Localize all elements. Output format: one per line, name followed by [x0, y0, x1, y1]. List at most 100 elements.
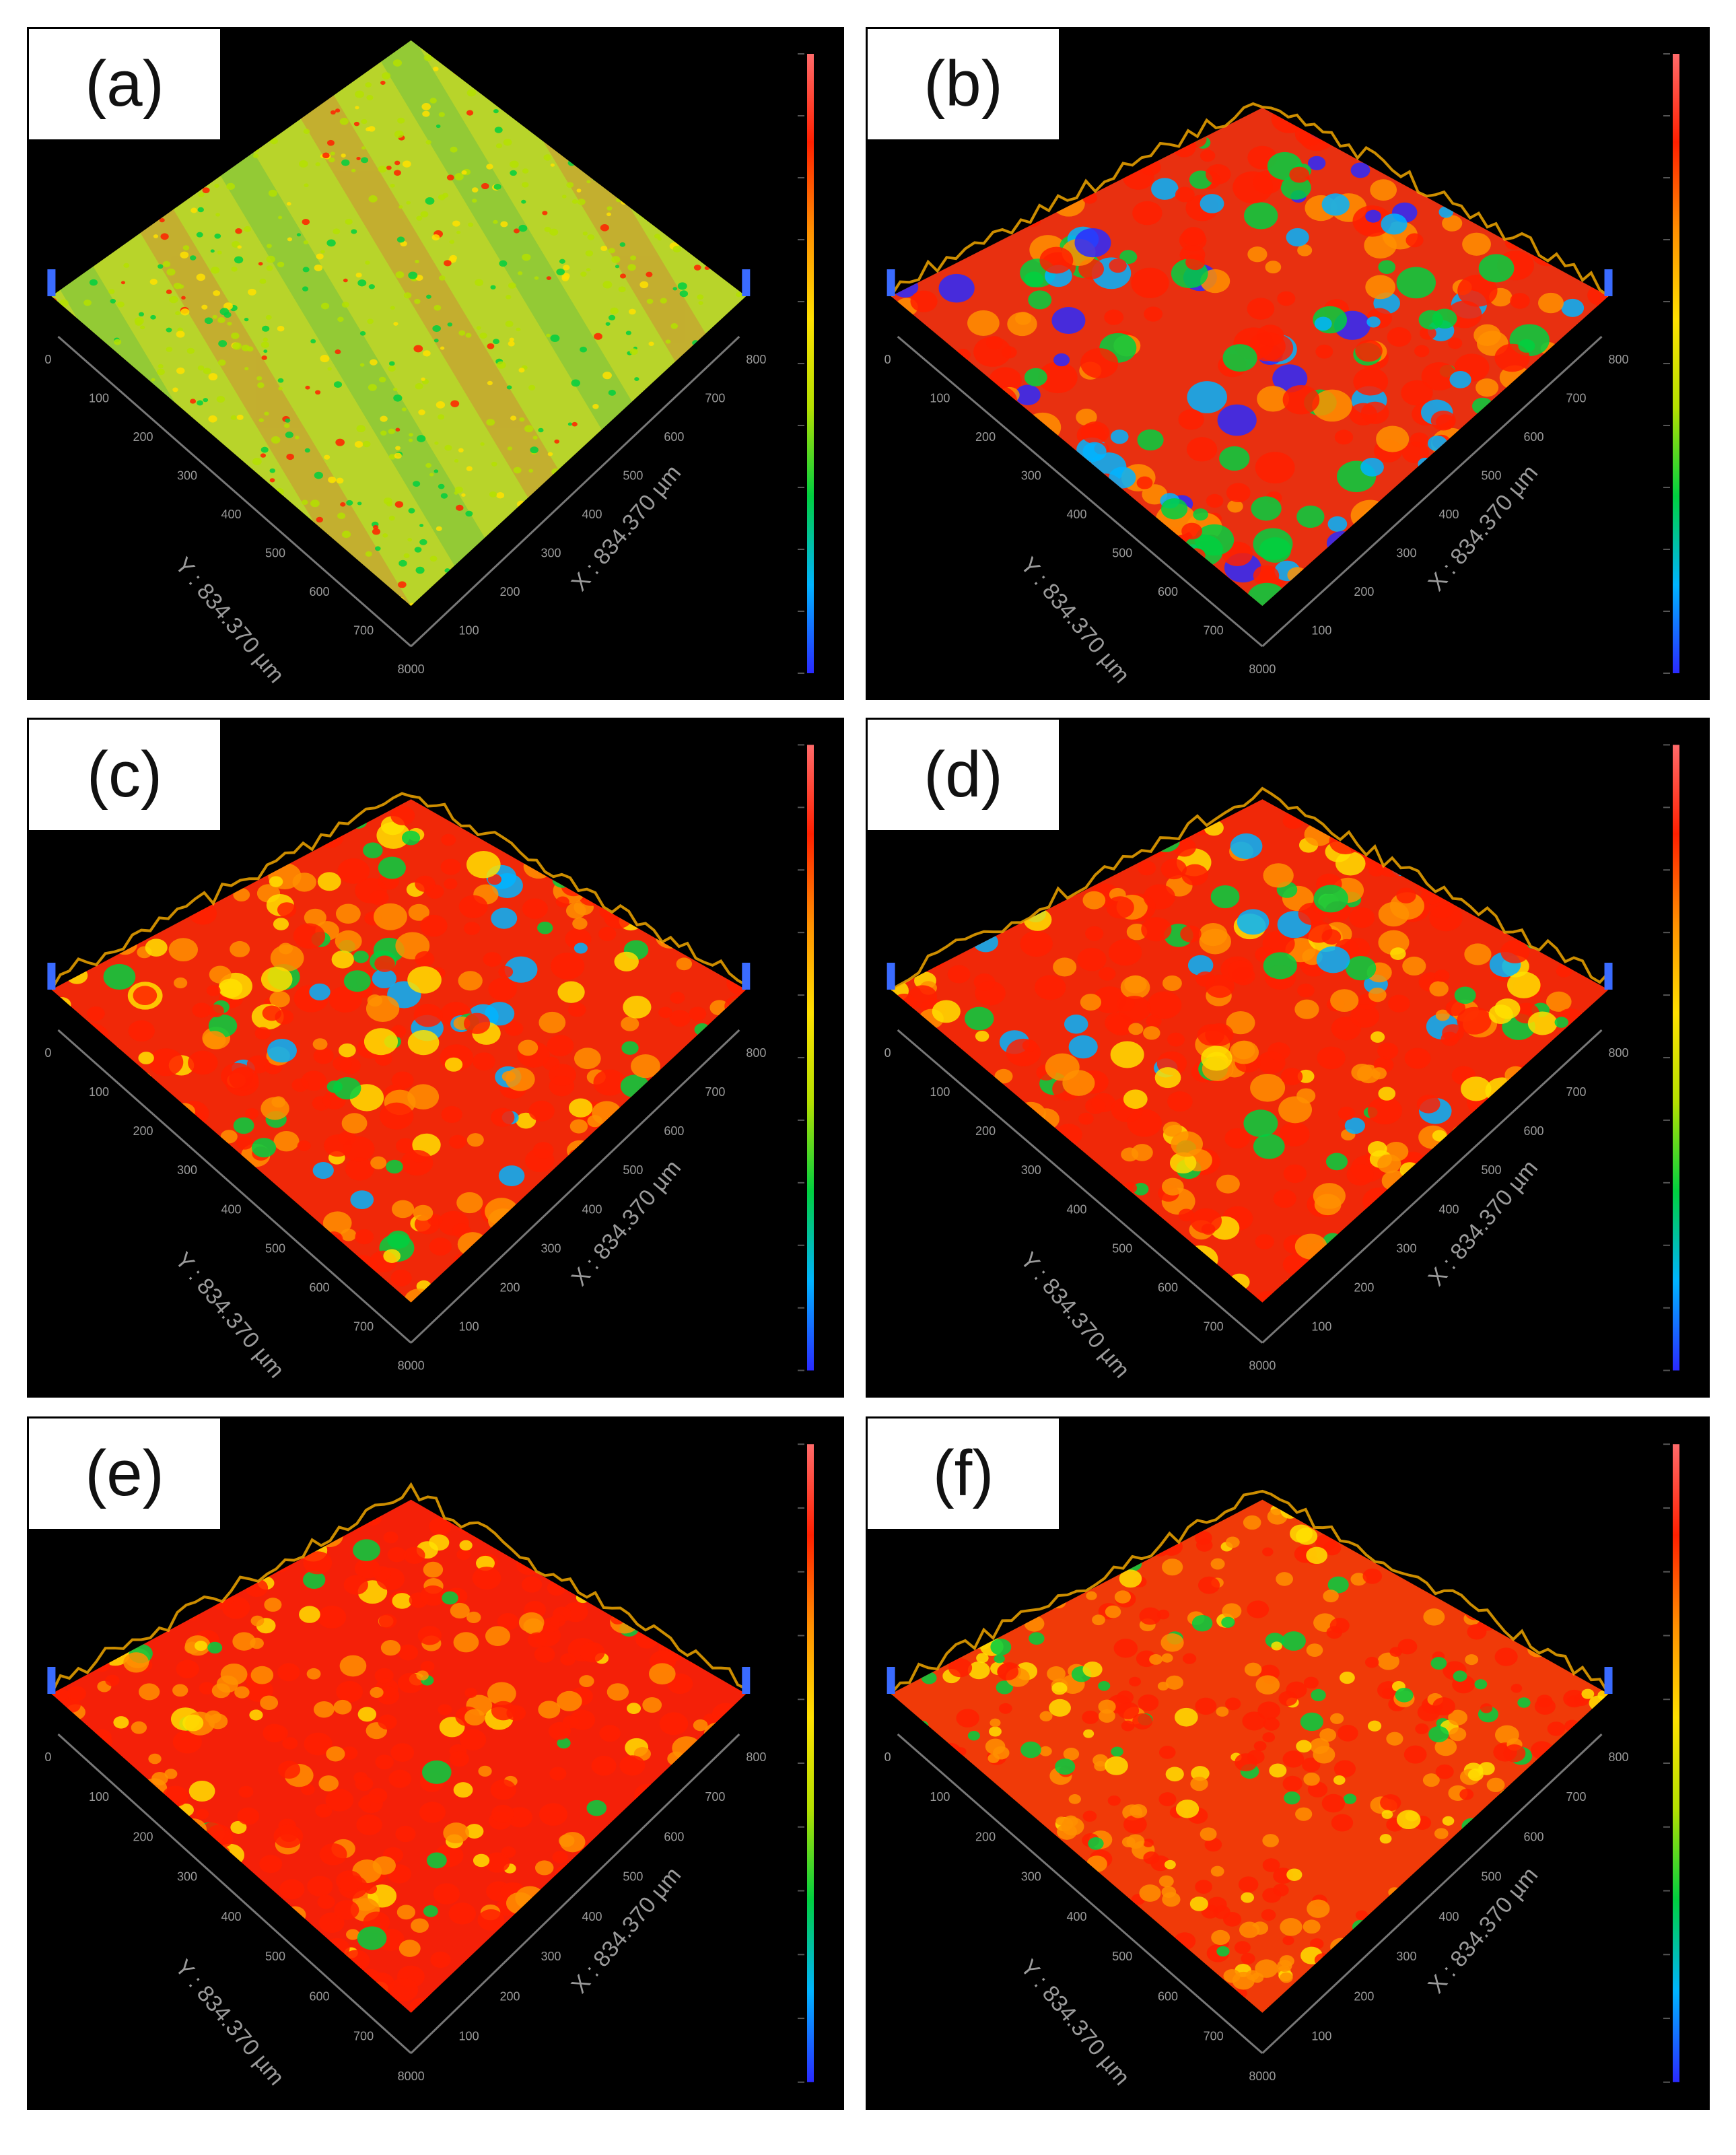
- axis-base: [57, 1733, 740, 2054]
- x-tick-label: 200: [500, 585, 520, 598]
- colour-scale-bar: [807, 1444, 814, 2082]
- surface-plot: 0 0 100 100 200 200 300 300 400 400 500 500 600 600 70…: [884, 744, 1679, 1383]
- y-tick-label: 800: [1249, 662, 1269, 676]
- y-tick-label: 300: [1021, 469, 1041, 483]
- x-tick-label: 600: [1523, 1830, 1543, 1843]
- panel-a: 0 0 100 100 200 200 300 300 400 400 500 500 600 600 70…: [27, 27, 844, 700]
- y-axis-title: Y : 834.370 µm: [170, 1247, 289, 1383]
- y-axis-title: Y : 834.370 µm: [1015, 1955, 1134, 2090]
- x-tick-label: 500: [623, 1163, 643, 1177]
- corner-post: [1604, 963, 1613, 990]
- x-tick-label: 500: [623, 1870, 643, 1884]
- x-tick-label: 700: [705, 392, 725, 405]
- surface-edge: [890, 1489, 1610, 1695]
- x-tick-label: 200: [1354, 1989, 1374, 2003]
- panel-label: (f): [866, 1416, 1061, 1531]
- x-tick-label: 300: [1396, 1950, 1416, 1963]
- x-tick-label: 0: [418, 2070, 425, 2083]
- corner-post: [742, 963, 751, 990]
- x-tick-label: 400: [1438, 1910, 1459, 1923]
- corner-post: [887, 1667, 895, 1694]
- x-tick-label: 600: [664, 1124, 684, 1138]
- y-tick-label: 100: [89, 1790, 109, 1804]
- y-tick-label: 800: [398, 1359, 418, 1373]
- y-axis-title: Y : 834.370 µm: [1015, 1247, 1134, 1383]
- x-tick-label: 100: [459, 624, 479, 638]
- x-tick-label: 400: [582, 508, 602, 521]
- y-tick-label: 600: [310, 1989, 330, 2003]
- y-tick-label: 500: [1112, 1950, 1132, 1963]
- x-tick-label: 300: [541, 1950, 561, 1963]
- surface-edge: [890, 786, 1609, 991]
- colour-scale-bar: [807, 745, 814, 1371]
- y-axis-title: Y : 834.370 µm: [170, 553, 289, 688]
- x-tick-label: 100: [459, 1320, 479, 1334]
- axis-base: [897, 1733, 1603, 2054]
- panel-label: (a): [27, 27, 222, 141]
- axis-base: [897, 335, 1603, 648]
- surface-plot: 0 0 100 100 200 200 300 300 400 400 500 500 600 600 70…: [44, 40, 814, 688]
- y-tick-label: 100: [930, 392, 950, 405]
- y-tick-label: 300: [177, 1870, 197, 1884]
- x-tick-label: 600: [1523, 1124, 1543, 1138]
- x-tick-label: 400: [582, 1202, 602, 1216]
- y-tick-label: 300: [1021, 1870, 1041, 1884]
- y-tick-label: 0: [44, 1750, 51, 1764]
- x-tick-label: 200: [500, 1989, 520, 2003]
- y-tick-label: 0: [44, 353, 51, 366]
- y-tick-label: 500: [265, 547, 285, 560]
- y-tick-label: 600: [1158, 1280, 1178, 1294]
- y-tick-label: 600: [1158, 585, 1178, 598]
- y-tick-label: 500: [265, 1241, 285, 1255]
- y-tick-label: 400: [221, 1202, 242, 1216]
- axis-base: [897, 1029, 1603, 1344]
- panel-b: 0 0 100 100 200 200 300 300 400 400 500 500 600 600 70…: [866, 27, 1710, 700]
- x-tick-label: 600: [1523, 430, 1543, 444]
- y-axis-title: Y : 834.370 µm: [170, 1955, 289, 2090]
- x-tick-label: 200: [1354, 585, 1374, 598]
- colour-scale-bar: [1673, 1444, 1679, 2082]
- x-tick-label: 800: [1609, 353, 1629, 366]
- y-tick-label: 600: [310, 1280, 330, 1294]
- colour-scale-bar: [1673, 745, 1679, 1371]
- surface-area: [51, 799, 747, 1303]
- x-tick-label: 100: [1311, 2030, 1331, 2043]
- y-tick-label: 400: [1067, 508, 1087, 521]
- x-tick-label: 400: [1438, 508, 1459, 521]
- y-tick-label: 400: [221, 508, 242, 521]
- surface-edge: [889, 102, 1609, 298]
- y-tick-label: 200: [133, 430, 153, 444]
- corner-post: [742, 269, 751, 296]
- y-tick-label: 700: [353, 2030, 374, 2043]
- y-tick-label: 400: [221, 1910, 242, 1923]
- y-tick-label: 0: [44, 1046, 51, 1060]
- corner-post: [47, 963, 56, 990]
- axis-base: [57, 1029, 740, 1344]
- x-tick-label: 700: [1566, 1085, 1587, 1099]
- y-tick-label: 600: [1158, 1989, 1178, 2003]
- corner-post: [887, 963, 895, 990]
- y-tick-label: 500: [1112, 547, 1132, 560]
- y-tick-label: 0: [884, 1046, 891, 1060]
- panel-label: (e): [27, 1416, 222, 1531]
- x-tick-label: 500: [1481, 1163, 1501, 1177]
- x-tick-label: 0: [1269, 2070, 1276, 2083]
- y-tick-label: 100: [89, 392, 109, 405]
- x-tick-label: 100: [1311, 1320, 1331, 1334]
- y-tick-label: 100: [89, 1085, 109, 1099]
- y-tick-label: 600: [310, 585, 330, 598]
- x-tick-label: 300: [541, 1241, 561, 1255]
- x-tick-label: 700: [705, 1085, 725, 1099]
- y-tick-label: 0: [884, 1750, 891, 1764]
- panel-e: 0 0 100 100 200 200 300 300 400 400 500 500 600 600 70…: [27, 1416, 844, 2110]
- y-tick-label: 200: [975, 1830, 996, 1843]
- x-tick-label: 0: [418, 1359, 425, 1373]
- x-tick-label: 100: [459, 2030, 479, 2043]
- panel-label: (c): [27, 718, 222, 832]
- y-tick-label: 700: [1204, 1320, 1224, 1334]
- y-tick-label: 300: [1021, 1163, 1041, 1177]
- x-tick-label: 800: [1609, 1046, 1629, 1060]
- x-tick-label: 300: [541, 547, 561, 560]
- y-tick-label: 100: [930, 1085, 950, 1099]
- colour-scale-bar: [1673, 54, 1679, 673]
